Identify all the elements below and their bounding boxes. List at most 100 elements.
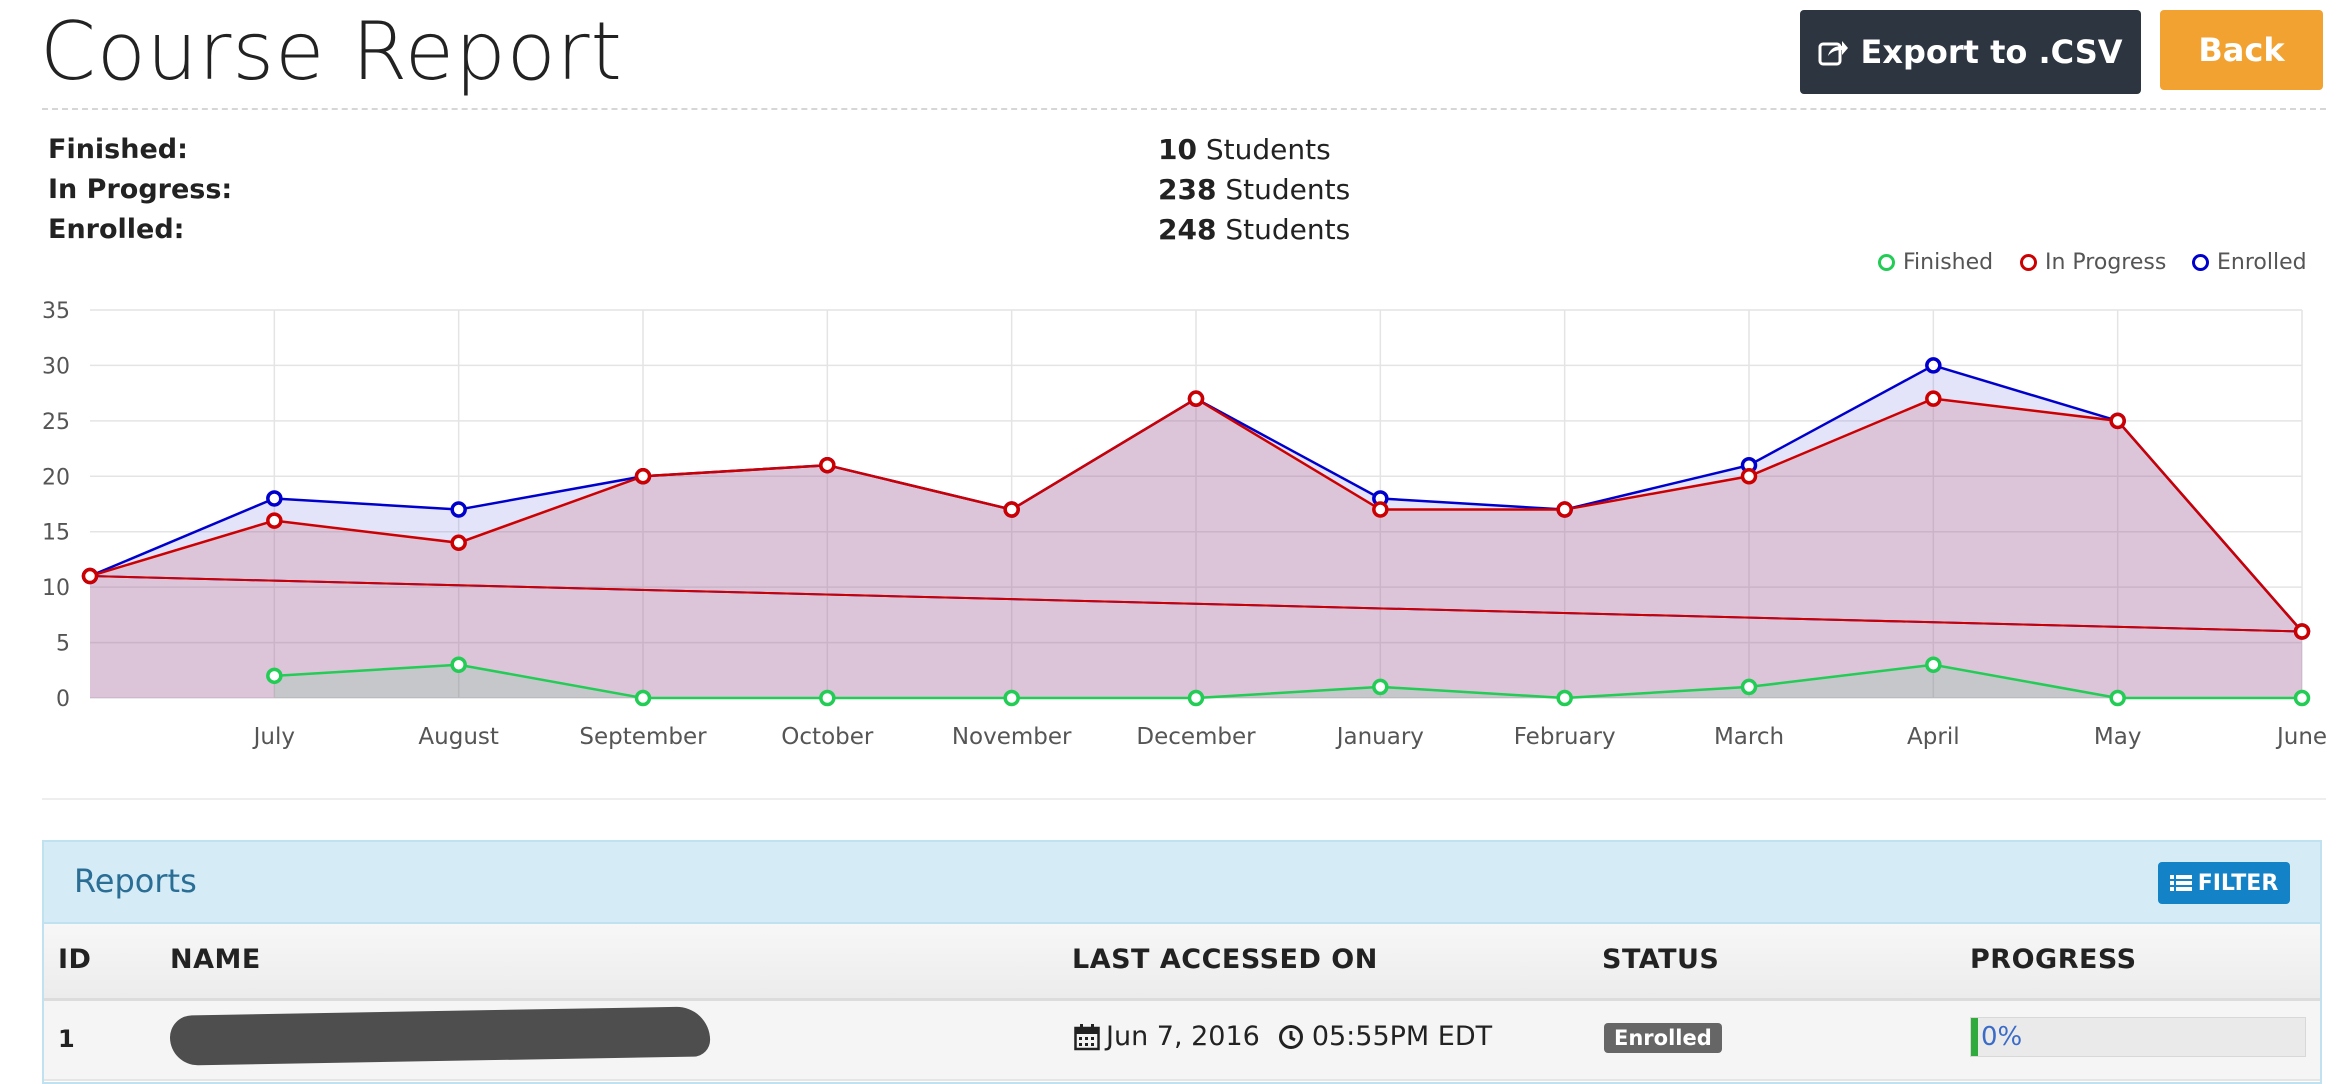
filter-label: FILTER [2197,870,2279,896]
data-point-enrolled [266,490,283,507]
y-tick-label: 20 [42,465,70,490]
reports-header: Reports FILTER [44,842,2320,924]
table-row[interactable]: 1 Jun 7, 2016 05:55PM EDT Enrolled 0% [44,1001,2320,1081]
data-point-in-progress [1925,390,1942,407]
data-point-enrolled [450,501,467,518]
x-tick-label: April [1907,724,1960,750]
stat-count: 10 [1158,133,1197,166]
data-point-in-progress [634,468,652,485]
enrollment-chart: 0 5 10 15 20 25 30 35 July August September October… [42,299,2327,750]
column-header-id[interactable]: ID [58,944,92,975]
data-point-in-progress [450,534,467,552]
column-header-progress[interactable]: PROGRESS [1970,944,2137,975]
data-point-enrolled [1925,357,1942,374]
x-tick-label: September [579,724,707,750]
data-point-finished [450,656,467,673]
data-point-finished [634,689,652,707]
legend-item-in-progress[interactable]: In Progress [2020,250,2166,275]
legend-label: In Progress [2045,250,2167,275]
data-point-finished [1925,656,1942,673]
legend-item-finished[interactable]: Finished [1878,250,1993,275]
data-point-finished [1003,689,1020,707]
data-point-finished [819,689,836,707]
data-point-finished [1556,689,1573,707]
data-point-finished [2109,689,2126,707]
stat-value-in-progress: 238 Students [1158,173,1350,206]
redacted-name[interactable] [169,1006,711,1066]
legend-label: Enrolled [2217,250,2307,275]
x-tick-label: March [1714,724,1784,750]
y-tick-label: 5 [56,632,70,657]
x-tick-label: November [952,724,1072,750]
x-tick-label: December [1136,724,1256,750]
y-tick-label: 30 [42,354,70,379]
x-tick-label: June [2275,724,2327,750]
data-point-in-progress [2293,623,2311,640]
stat-value-finished: 10 Students [1158,133,1331,166]
series-area-enrolled [90,365,2302,698]
row-id: 1 [58,1025,75,1053]
table-header-row: ID NAME LAST ACCESSED ON STATUS PROGRESS [44,924,2320,1001]
page-title: Course Report [40,5,623,98]
y-tick-label: 10 [42,576,70,601]
series-line-finished [274,663,2302,700]
stat-unit: Students [1225,213,1351,246]
last-accessed-cell: Jun 7, 2016 05:55PM EDT [1074,1021,1492,1052]
stat-label-enrolled: Enrolled: [48,214,185,245]
series-area-finished [274,664,2302,698]
data-point-in-progress [1187,390,1205,407]
legend-marker [2020,254,2037,271]
data-point-in-progress [819,456,836,474]
stat-unit: Students [1205,133,1331,166]
y-tick-label: 15 [42,521,70,546]
series-area-in-progress [90,398,2302,698]
y-tick-label: 0 [56,687,70,712]
stat-value-enrolled: 248 Students [1158,213,1350,246]
data-point-finished [2293,689,2311,707]
data-point-in-progress [266,512,283,529]
progress-bar: 0% [1970,1017,2306,1057]
stat-count: 248 [1158,213,1217,246]
data-point-finished [1372,678,1389,696]
data-point-in-progress [81,567,99,585]
x-tick-label: May [2094,724,2142,750]
last-accessed-time: 05:55PM EDT [1311,1021,1493,1052]
list-icon [2169,875,2192,891]
title-divider [42,108,2326,110]
export-csv-label: Export to .CSV [1860,33,2123,71]
export-csv-button[interactable]: Export to .CSV [1800,10,2141,94]
last-accessed-date: Jun 7, 2016 [1106,1021,1260,1052]
data-point-in-progress [1740,468,1758,485]
legend-item-enrolled[interactable]: Enrolled [2192,250,2307,275]
data-point-in-progress [1372,501,1389,518]
legend-marker [1878,254,1895,271]
data-point-finished [1740,678,1758,696]
series-baseline-in-progress [89,575,2303,633]
x-tick-label: July [252,724,295,750]
x-tick-label: February [1514,724,1616,750]
legend-label: Finished [1903,250,1994,275]
status-badge: Enrolled [1604,1023,1722,1053]
y-tick-label: 25 [42,410,70,435]
stat-label-in-progress: In Progress: [48,174,233,205]
data-point-finished [266,667,283,685]
column-header-last-accessed[interactable]: LAST ACCESSED ON [1072,944,1378,975]
section-divider [42,798,2326,800]
column-header-status[interactable]: STATUS [1602,944,1720,975]
clock-icon [1278,1024,1303,1049]
stat-unit: Students [1225,173,1351,206]
data-point-in-progress [2109,412,2126,430]
stat-count: 238 [1158,173,1217,206]
data-point-in-progress [1556,501,1573,518]
y-tick-label: 35 [42,299,70,324]
progress-fill [1971,1018,1978,1056]
filter-button[interactable]: FILTER [2158,862,2290,904]
column-header-name[interactable]: NAME [170,944,261,975]
data-point-finished [1187,689,1205,707]
x-tick-label: August [418,724,499,750]
data-point-in-progress [1003,501,1020,518]
back-button[interactable]: Back [2160,10,2323,90]
x-tick-label: January [1335,724,1424,750]
reports-panel: Reports FILTER ID NAME LAST ACCESSED ON … [42,840,2322,1084]
progress-text: 0% [1981,1022,2023,1052]
